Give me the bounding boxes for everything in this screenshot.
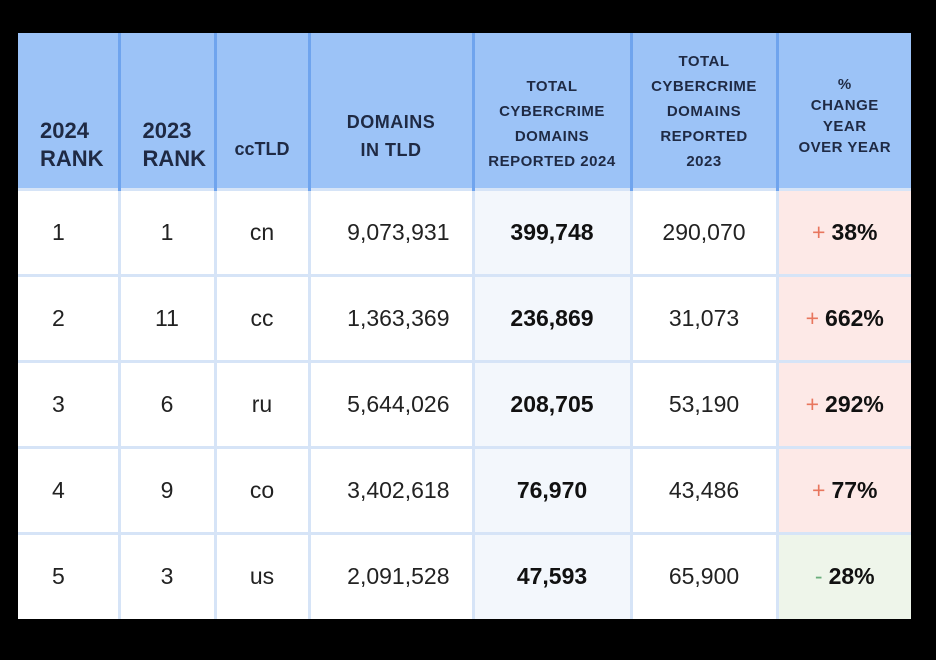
cell-total-2023: 53,190 [631,359,779,447]
cell-percent-change: -28% [775,531,911,619]
cell-total-2024: 399,748 [473,187,633,275]
header-label: ccTLD [234,138,290,159]
cell-cctld: co [215,445,311,533]
cell-rank-2024: 2 [18,273,121,361]
change-sign: + [812,476,826,503]
change-value: 77% [831,476,878,503]
cell-rank-2023: 11 [119,273,217,361]
cell-rank-2024: 3 [18,359,121,447]
cell-cctld: us [215,531,311,619]
cell-percent-change: +77% [775,445,911,533]
cell-rank-2023: 1 [119,187,217,275]
header-cctld: ccTLD [215,33,311,189]
header-label: 2024 RANK [40,118,104,172]
cell-rank-2024: 5 [18,531,121,619]
header-label: 2023 RANK [142,118,207,172]
change-value: 28% [828,563,875,590]
cell-total-2024: 208,705 [473,359,633,447]
change-sign: - [814,563,823,590]
change-sign: + [805,304,820,331]
header-label: TOTAL CYBERCRIME DOMAINS REPORTED 2024 [488,78,616,171]
cell-total-2024: 47,593 [473,531,633,619]
cell-domains-in-tld: 5,644,026 [309,359,475,447]
change-value: 292% [825,390,884,417]
cell-domains-in-tld: 2,091,528 [309,531,475,619]
cctld-cybercrime-table-container: 2024 RANK 2023 RANK ccTLD DOMAINS IN TLD… [18,33,911,619]
cell-percent-change: +292% [775,359,911,447]
cell-total-2024: 76,970 [473,445,633,533]
change-sign: + [812,218,826,245]
table-row: 4 9 co 3,402,618 76,970 43,486 +77% [18,445,911,533]
cell-domains-in-tld: 1,363,369 [309,273,475,361]
header-label: DOMAINS IN TLD [346,112,436,161]
cell-rank-2024: 1 [18,187,121,275]
cell-cctld: cn [215,187,311,275]
table-row: 1 1 cn 9,073,931 399,748 290,070 +38% [18,187,911,275]
header-total-2023: TOTAL CYBERCRIME DOMAINS REPORTED 2023 [631,33,779,189]
cell-cctld: ru [215,359,311,447]
header-2024-rank: 2024 RANK [18,33,121,189]
change-value: 662% [825,304,884,331]
cell-rank-2023: 9 [119,445,217,533]
cell-domains-in-tld: 3,402,618 [309,445,475,533]
cell-domains-in-tld: 9,073,931 [309,187,475,275]
change-value: 38% [831,218,878,245]
cell-total-2024: 236,869 [473,273,633,361]
table-row: 5 3 us 2,091,528 47,593 65,900 -28% [18,531,911,619]
header-percent-change: % CHANGE YEAR OVER YEAR [777,33,911,189]
cctld-cybercrime-table: 2024 RANK 2023 RANK ccTLD DOMAINS IN TLD… [18,33,911,619]
cell-cctld: cc [215,273,311,361]
cell-rank-2023: 6 [119,359,217,447]
header-2023-rank: 2023 RANK [119,33,217,189]
header-label: % CHANGE YEAR OVER YEAR [798,76,892,157]
header-total-2024: TOTAL CYBERCRIME DOMAINS REPORTED 2024 [473,33,633,189]
table-header: 2024 RANK 2023 RANK ccTLD DOMAINS IN TLD… [18,33,911,189]
table-row: 3 6 ru 5,644,026 208,705 53,190 +292% [18,359,911,447]
change-sign: + [805,390,820,417]
header-label: TOTAL CYBERCRIME DOMAINS REPORTED 2023 [651,52,757,170]
cell-total-2023: 290,070 [631,187,779,275]
header-row: 2024 RANK 2023 RANK ccTLD DOMAINS IN TLD… [18,33,911,189]
cell-total-2023: 31,073 [631,273,779,361]
header-domains-in-tld: DOMAINS IN TLD [309,33,475,189]
cell-rank-2024: 4 [18,445,121,533]
cell-percent-change: +38% [775,187,911,275]
cell-total-2023: 43,486 [631,445,779,533]
cell-total-2023: 65,900 [631,531,779,619]
table-body: 1 1 cn 9,073,931 399,748 290,070 +38% 2 … [18,187,911,619]
table-row: 2 11 cc 1,363,369 236,869 31,073 +662% [18,273,911,361]
cell-percent-change: +662% [775,273,911,361]
cell-rank-2023: 3 [119,531,217,619]
